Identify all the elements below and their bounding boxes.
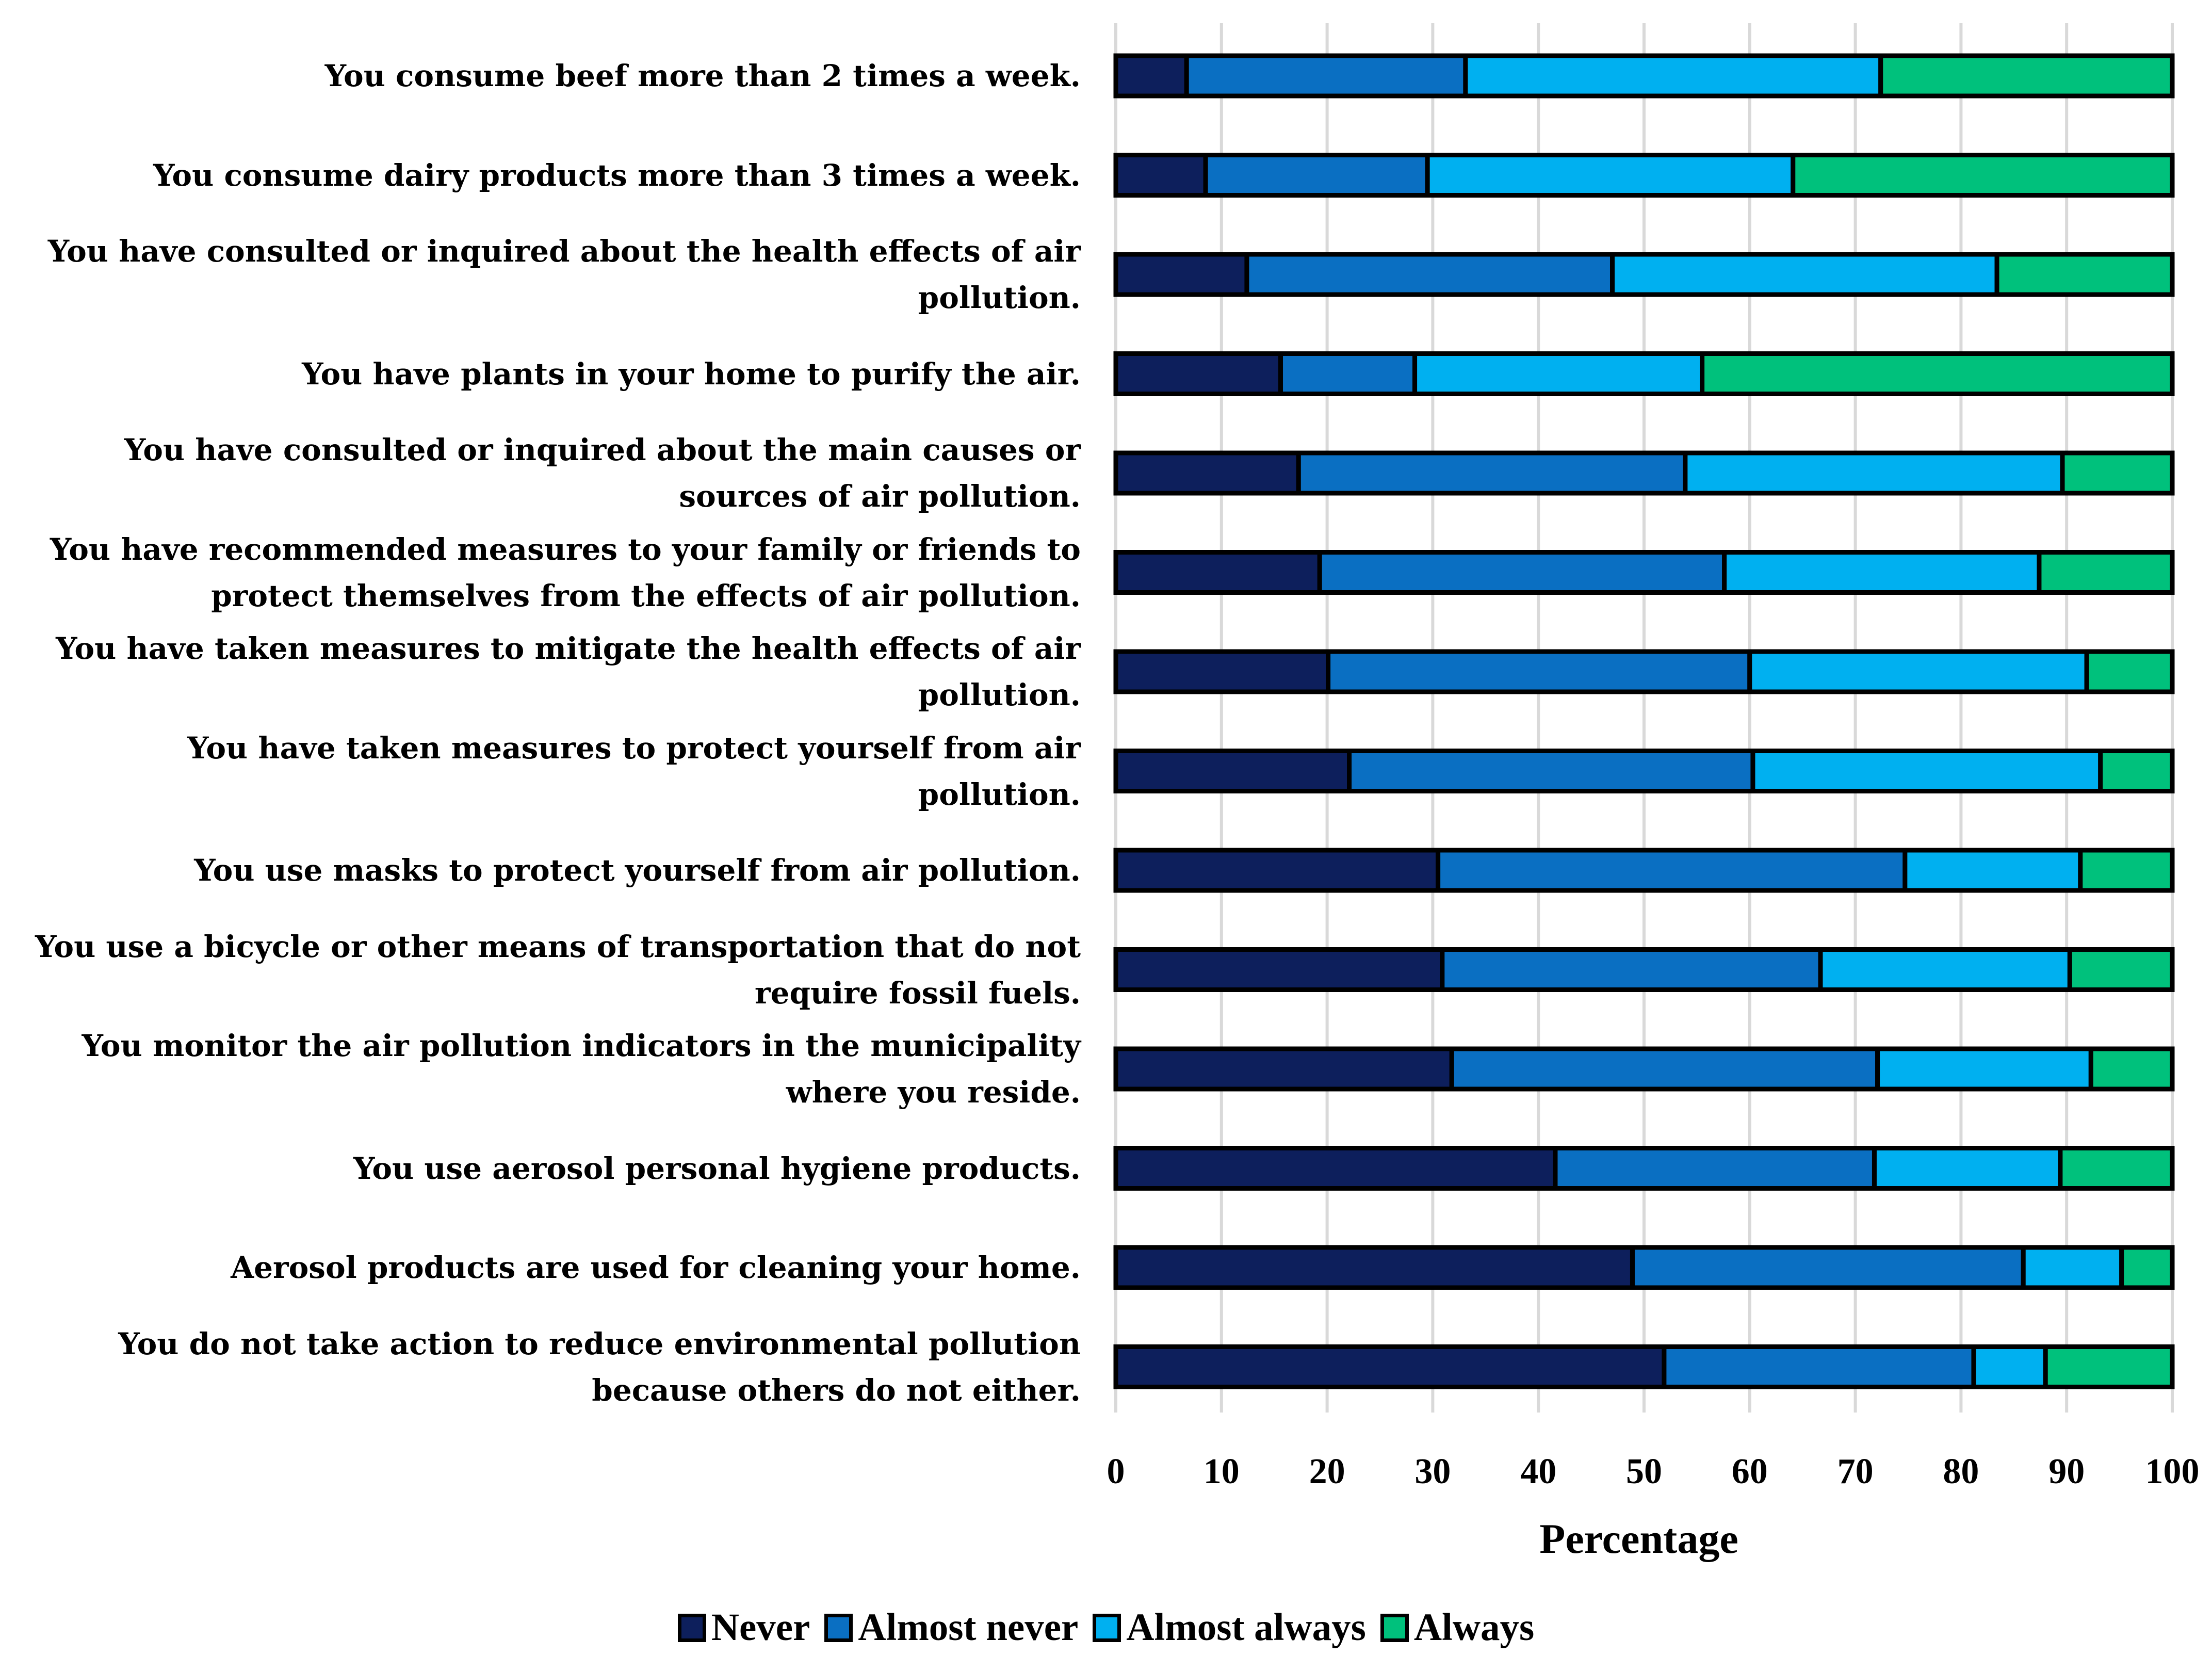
x-axis: 0 10 20 30 40 50 60 70 80 90 100 — [1107, 1452, 2200, 1491]
x-tick-label: 80 — [1943, 1452, 1979, 1491]
legend-item: Almost never — [824, 1605, 1078, 1650]
bar-segment-always — [1791, 153, 2175, 198]
bar-segment-almost-always — [1722, 550, 2042, 595]
bar-segment-always — [2060, 450, 2175, 496]
bar-segment-almost-never — [1278, 351, 1418, 396]
x-tick-label: 90 — [2048, 1452, 2085, 1491]
x-tick-label: 60 — [1732, 1452, 1768, 1491]
category-label: You monitor the air pollution indicators… — [82, 1028, 1081, 1110]
category-label: You consume beef more than 2 times a wee… — [324, 58, 1081, 93]
bar-segment-always — [2058, 1146, 2175, 1191]
bar-segment-always — [1994, 252, 2175, 297]
bar-segment-almost-never — [1184, 53, 1468, 99]
bar-segment-never — [1113, 1344, 1667, 1389]
bar-segment-almost-never — [1440, 947, 1823, 992]
bar-segment-almost-always — [1747, 649, 2089, 694]
category-label: You have taken measures to mitigate the … — [56, 631, 1081, 712]
category-label: Aerosol products are used for cleaning y… — [231, 1250, 1081, 1285]
bar-segment-never — [1113, 450, 1301, 496]
bar-segment-always — [2119, 1245, 2175, 1290]
bar-segment-always — [2084, 649, 2175, 694]
x-tick-label: 50 — [1626, 1452, 1662, 1491]
bar-segment-almost-never — [1203, 153, 1430, 198]
legend-label: Always — [1413, 1606, 1535, 1649]
bar-segment-always — [2067, 947, 2175, 992]
category-label: You consume dairy products more than 3 t… — [153, 157, 1081, 193]
bars — [1113, 53, 2175, 1389]
bar-segment-almost-always — [2021, 1245, 2124, 1290]
bar-segment-almost-never — [1436, 848, 1908, 893]
bar-segment-almost-always — [1872, 1146, 2063, 1191]
bar-segment-almost-never — [1662, 1344, 1976, 1389]
category-label: You have consulted or inquired about the… — [47, 234, 1081, 315]
bar-segment-almost-always — [1610, 252, 1999, 297]
bar-segment-never — [1113, 1146, 1558, 1191]
legend-label: Almost never — [858, 1606, 1079, 1649]
legend-swatch — [677, 1613, 706, 1642]
bar-segment-never — [1113, 947, 1445, 992]
bar-segment-never — [1113, 252, 1249, 297]
bar-segment-almost-always — [1902, 848, 2083, 893]
legend-swatch — [824, 1613, 853, 1642]
bar-segment-almost-always — [1683, 450, 2065, 496]
category-label: You do not take action to reduce environ… — [118, 1326, 1081, 1408]
x-tick-label: 30 — [1414, 1452, 1451, 1491]
bar-segment-never — [1113, 351, 1283, 396]
x-tick-label: 40 — [1520, 1452, 1556, 1491]
bar-segment-never — [1113, 649, 1331, 694]
legend-item: Never — [677, 1605, 810, 1650]
bar-segment-never — [1113, 1245, 1635, 1290]
bar-segment-almost-always — [1875, 1046, 2093, 1092]
legend-swatch — [1380, 1613, 1409, 1642]
bar-segment-almost-never — [1317, 550, 1727, 595]
category-label: You use a bicycle or other means of tran… — [35, 929, 1081, 1011]
bar-segment-never — [1113, 550, 1322, 595]
x-axis-title: Percentage — [1539, 1515, 1738, 1562]
bar-segment-almost-never — [1296, 450, 1688, 496]
bar-segment-almost-never — [1630, 1245, 2026, 1290]
bar-segment-always — [2037, 550, 2175, 595]
bar-segment-never — [1113, 1046, 1454, 1092]
bar-segment-always — [2078, 848, 2175, 893]
bar-segment-never — [1113, 153, 1208, 198]
legend-label: Never — [711, 1606, 810, 1649]
legend-swatch — [1093, 1613, 1121, 1642]
x-tick-label: 0 — [1107, 1452, 1125, 1491]
bar-segment-almost-always — [1425, 153, 1796, 198]
legend: Never Almost never Almost always Always — [0, 1605, 2212, 1650]
bar-segment-always — [2098, 749, 2175, 793]
category-label: You use masks to protect yourself from a… — [194, 853, 1081, 888]
x-tick-label: 10 — [1203, 1452, 1240, 1491]
bar-segment-almost-always — [1463, 53, 1883, 99]
bar-segment-almost-always — [1971, 1344, 2048, 1389]
bar-segment-always — [2088, 1046, 2175, 1092]
legend-item: Almost always — [1093, 1605, 1366, 1650]
bar-segment-almost-always — [1412, 351, 1705, 396]
bar-segment-almost-never — [1347, 749, 1755, 793]
legend-item: Always — [1380, 1605, 1534, 1650]
category-label: You have recommended measures to your fa… — [50, 531, 1081, 613]
bar-segment-always — [1878, 53, 2175, 99]
bar-segment-always — [2043, 1344, 2175, 1389]
bar-segment-almost-always — [1818, 947, 2072, 992]
x-tick-label: 20 — [1309, 1452, 1345, 1491]
bar-segment-never — [1113, 53, 1189, 99]
x-tick-label: 70 — [1837, 1452, 1874, 1491]
bar-segment-always — [1700, 351, 2175, 396]
bar-segment-almost-never — [1449, 1046, 1880, 1092]
bar-segment-almost-never — [1244, 252, 1615, 297]
gridlines — [1114, 23, 2174, 1413]
category-label: You have plants in your home to purify t… — [302, 356, 1081, 392]
category-label: You have taken measures to protect yours… — [187, 730, 1081, 812]
legend-label: Almost always — [1126, 1606, 1366, 1649]
bar-segment-almost-always — [1750, 749, 2103, 793]
bar-segment-never — [1113, 848, 1441, 893]
bar-segment-almost-never — [1553, 1146, 1877, 1191]
x-tick-label: 100 — [2145, 1452, 2200, 1491]
category-label: You have consulted or inquired about the… — [124, 432, 1081, 514]
bar-segment-never — [1113, 749, 1352, 793]
category-label: You use aerosol personal hygiene product… — [353, 1150, 1081, 1186]
bar-segment-almost-never — [1326, 649, 1752, 694]
